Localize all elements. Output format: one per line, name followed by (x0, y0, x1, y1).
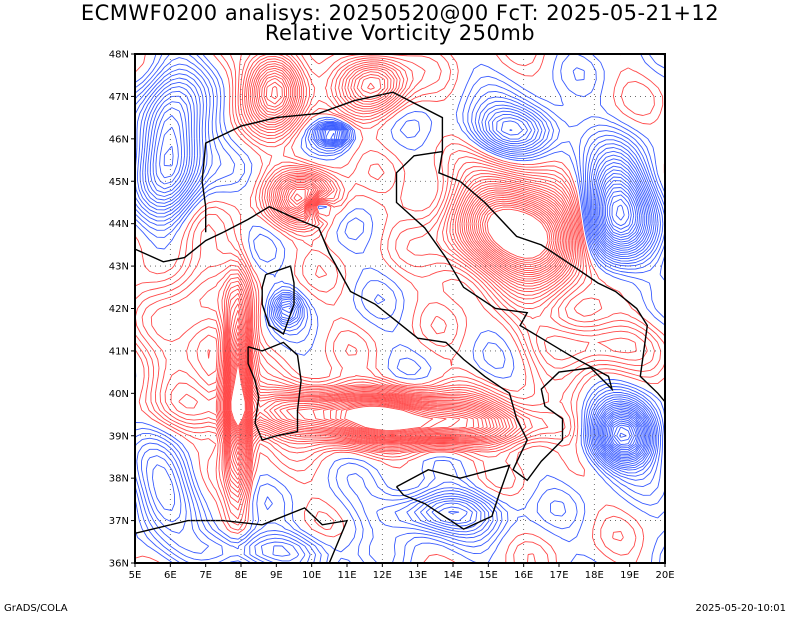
negative-vorticity-contour (135, 54, 665, 563)
y-axis: 36N 37N 38N 39N 40N 41N 42N 43N 44N 45N 46N 47N 48N (109, 50, 135, 570)
negative-vorticity-contour (163, 145, 643, 456)
negative-vorticity-contour (135, 73, 659, 562)
negative-vorticity-contour (135, 54, 665, 563)
sardinia-coastline (247, 341, 302, 441)
sicily-coastline (395, 464, 511, 530)
y-tick-label: 38N (109, 474, 129, 485)
vorticity-contours (135, 54, 665, 563)
negative-vorticity-contour (613, 204, 633, 445)
negative-vorticity-contour (611, 198, 635, 447)
negative-vorticity-contour (135, 68, 661, 563)
y-tick-label: 41N (109, 346, 129, 357)
positive-vorticity-contour (222, 67, 569, 471)
x-tick-label: 5E (129, 570, 142, 581)
chart-title: ECMWF0200 analisys: 20250520@00 FcT: 202… (80, 1, 720, 25)
footer-timestamp: 2025-05-20-10:01 (695, 603, 786, 614)
y-tick-label: 42N (109, 304, 129, 315)
negative-vorticity-contour (603, 183, 641, 454)
lat-lon-grid (135, 54, 665, 563)
positive-vorticity-contour (150, 54, 637, 504)
y-tick-label: 48N (109, 50, 129, 61)
negative-vorticity-contour (135, 57, 665, 563)
chart-subtitle: Relative Vorticity 250mb (264, 21, 536, 45)
positive-vorticity-contour (170, 54, 578, 498)
coastlines (135, 91, 665, 563)
negative-vorticity-contour (604, 187, 640, 452)
negative-vorticity-contour (139, 81, 655, 527)
positive-vorticity-contour (135, 54, 665, 563)
x-tick-label: 20E (655, 570, 674, 581)
x-tick-label: 14E (443, 570, 462, 581)
positive-vorticity-contour (135, 54, 655, 520)
positive-vorticity-contour (224, 75, 565, 455)
x-tick-label: 12E (373, 570, 392, 581)
corsica-coastline (261, 265, 295, 336)
y-tick-label: 37N (109, 516, 129, 527)
positive-vorticity-contour (224, 72, 566, 461)
positive-vorticity-contour (135, 54, 665, 563)
negative-vorticity-contour (609, 194, 637, 449)
x-tick-label: 19E (620, 570, 639, 581)
france-coastline (135, 231, 224, 263)
negative-vorticity-contour (152, 107, 647, 460)
positive-vorticity-contour (229, 206, 551, 432)
alpine-border (201, 91, 444, 233)
x-tick-label: 13E (408, 570, 427, 581)
negative-vorticity-contour (606, 190, 639, 451)
footer-software-label: GrADS/COLA (4, 603, 68, 614)
negative-vorticity-contour (142, 86, 653, 524)
y-tick-label: 40N (109, 389, 129, 400)
italy-coastline (222, 150, 614, 482)
negative-vorticity-contour (135, 54, 665, 563)
negative-vorticity-contour (159, 126, 644, 457)
positive-vorticity-contour (227, 198, 558, 439)
x-tick-label: 17E (549, 570, 568, 581)
y-tick-label: 47N (109, 92, 129, 103)
positive-vorticity-contour (178, 55, 577, 493)
x-tick-label: 7E (199, 570, 212, 581)
y-tick-label: 44N (109, 219, 129, 230)
x-tick-label: 9E (270, 570, 283, 581)
x-tick-label: 10E (302, 570, 321, 581)
negative-vorticity-contour (144, 90, 651, 522)
negative-vorticity-contour (616, 426, 631, 442)
y-tick-label: 46N (109, 134, 129, 145)
negative-vorticity-contour (149, 101, 648, 462)
positive-vorticity-contour (141, 54, 648, 511)
negative-vorticity-contour (147, 95, 649, 514)
balkan-coastline (438, 151, 665, 403)
negative-vorticity-contour (619, 432, 627, 438)
y-tick-label: 36N (109, 559, 129, 570)
positive-vorticity-contour (223, 70, 568, 466)
positive-vorticity-contour (226, 81, 562, 446)
positive-vorticity-contour (229, 204, 553, 433)
x-tick-label: 8E (235, 570, 248, 581)
positive-vorticity-contour (227, 200, 557, 436)
x-axis: 5E 6E 7E 8E 9E 10E 11E 12E 13E 14E 15E 16E 17E 18E 19E… (129, 563, 675, 581)
negative-vorticity-contour (137, 77, 657, 557)
positive-vorticity-contour (221, 65, 571, 476)
positive-vorticity-contour (226, 86, 560, 442)
africa-coastline (261, 507, 349, 563)
x-tick-label: 18E (585, 570, 604, 581)
positive-vorticity-contour (135, 54, 662, 563)
positive-vorticity-contour (218, 60, 574, 484)
x-tick-label: 15E (479, 570, 498, 581)
positive-vorticity-contour (217, 58, 575, 489)
positive-vorticity-contour (228, 202, 555, 434)
positive-vorticity-contour (225, 77, 563, 450)
plot-background (135, 54, 665, 563)
y-tick-label: 39N (109, 431, 129, 442)
positive-vorticity-contour (230, 208, 549, 431)
y-tick-label: 45N (109, 177, 129, 188)
x-tick-label: 6E (164, 570, 177, 581)
y-tick-label: 43N (109, 262, 129, 273)
negative-vorticity-contour (155, 115, 646, 459)
positive-vorticity-contour (220, 63, 572, 480)
x-tick-label: 16E (514, 570, 533, 581)
x-tick-label: 11E (337, 570, 356, 581)
